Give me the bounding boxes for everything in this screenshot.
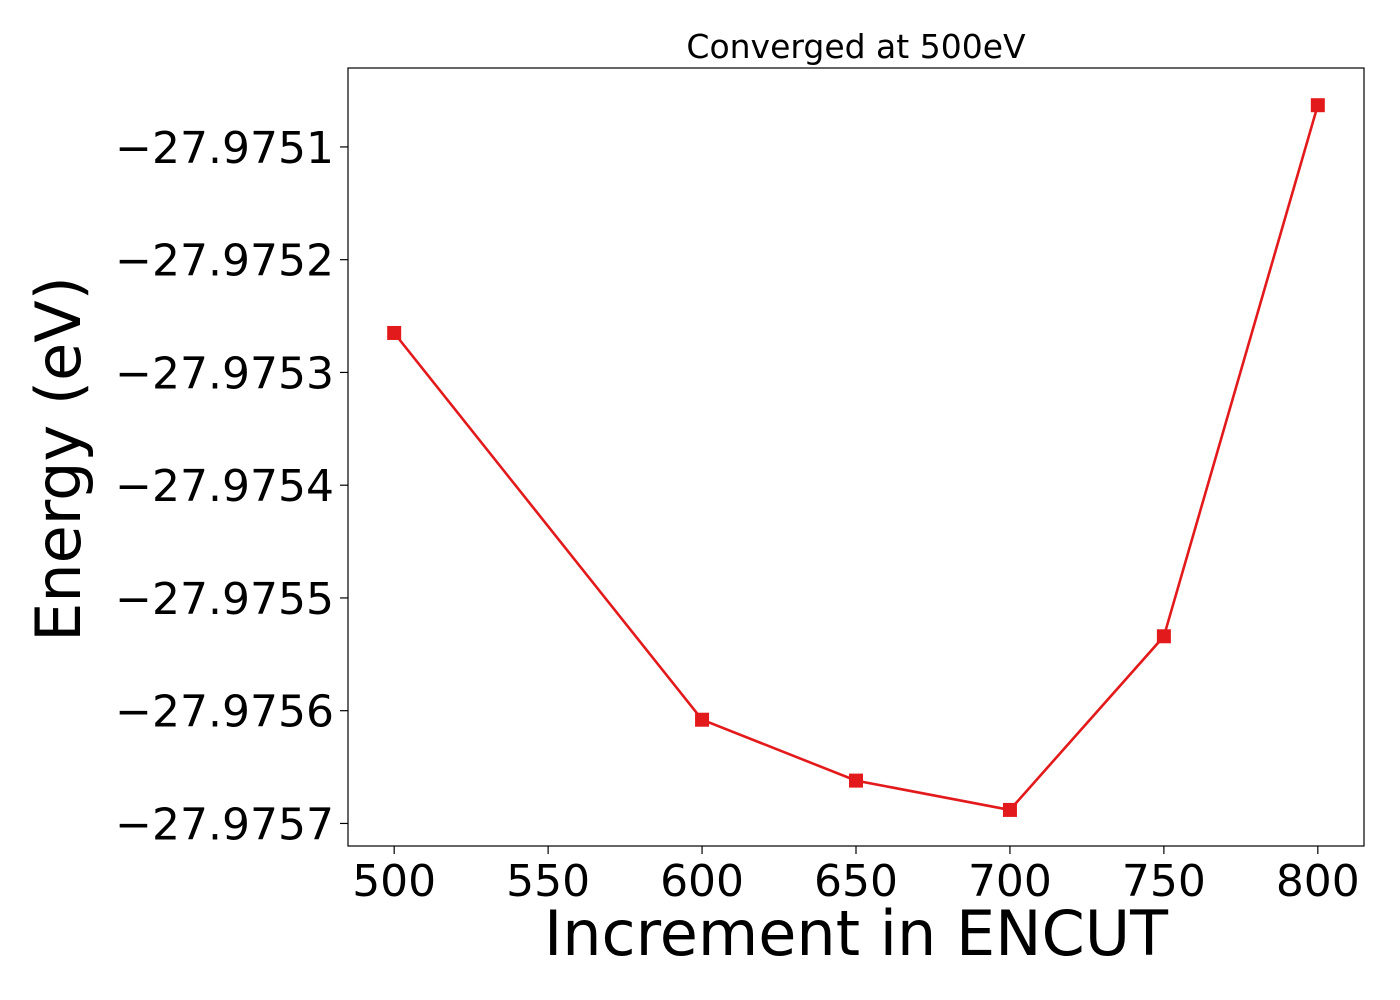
y-axis-ticks: −27.9751 −27.9752 −27.9753 −27.9754 −27.9755… bbox=[115, 123, 348, 850]
x-axis-ticks: 500 550 600 650 700 750 800 bbox=[352, 846, 1360, 907]
y-tick-label: −27.9753 bbox=[115, 348, 334, 399]
y-tick-label: −27.9756 bbox=[115, 687, 334, 738]
data-point-marker bbox=[1002, 802, 1017, 817]
y-tick-label: −27.9755 bbox=[115, 574, 334, 625]
data-point-marker bbox=[1310, 98, 1325, 113]
x-tick-label: 500 bbox=[352, 856, 436, 907]
data-point-marker bbox=[1156, 629, 1171, 644]
series-layer bbox=[387, 98, 1325, 817]
chart-title: Converged at 500eV bbox=[686, 27, 1026, 66]
x-tick-label: 600 bbox=[660, 856, 744, 907]
x-tick-label: 650 bbox=[814, 856, 898, 907]
data-point-marker bbox=[849, 773, 863, 788]
data-point-marker bbox=[387, 325, 402, 340]
x-tick-label: 550 bbox=[506, 856, 590, 907]
y-tick-label: −27.9752 bbox=[115, 236, 334, 287]
data-point-marker bbox=[695, 712, 710, 727]
x-tick-label: 800 bbox=[1276, 856, 1360, 907]
plot-area-frame bbox=[347, 67, 1365, 847]
x-tick-label: 750 bbox=[1122, 856, 1206, 907]
y-axis-label: Energy (eV) bbox=[22, 276, 95, 642]
y-tick-label: −27.9754 bbox=[115, 461, 334, 512]
y-tick-label: −27.9751 bbox=[115, 123, 334, 174]
x-axis-label: Increment in ENCUT bbox=[544, 897, 1169, 970]
series-line bbox=[393, 104, 1320, 812]
x-tick-label: 700 bbox=[968, 856, 1052, 907]
y-tick-label: −27.9757 bbox=[115, 799, 334, 850]
